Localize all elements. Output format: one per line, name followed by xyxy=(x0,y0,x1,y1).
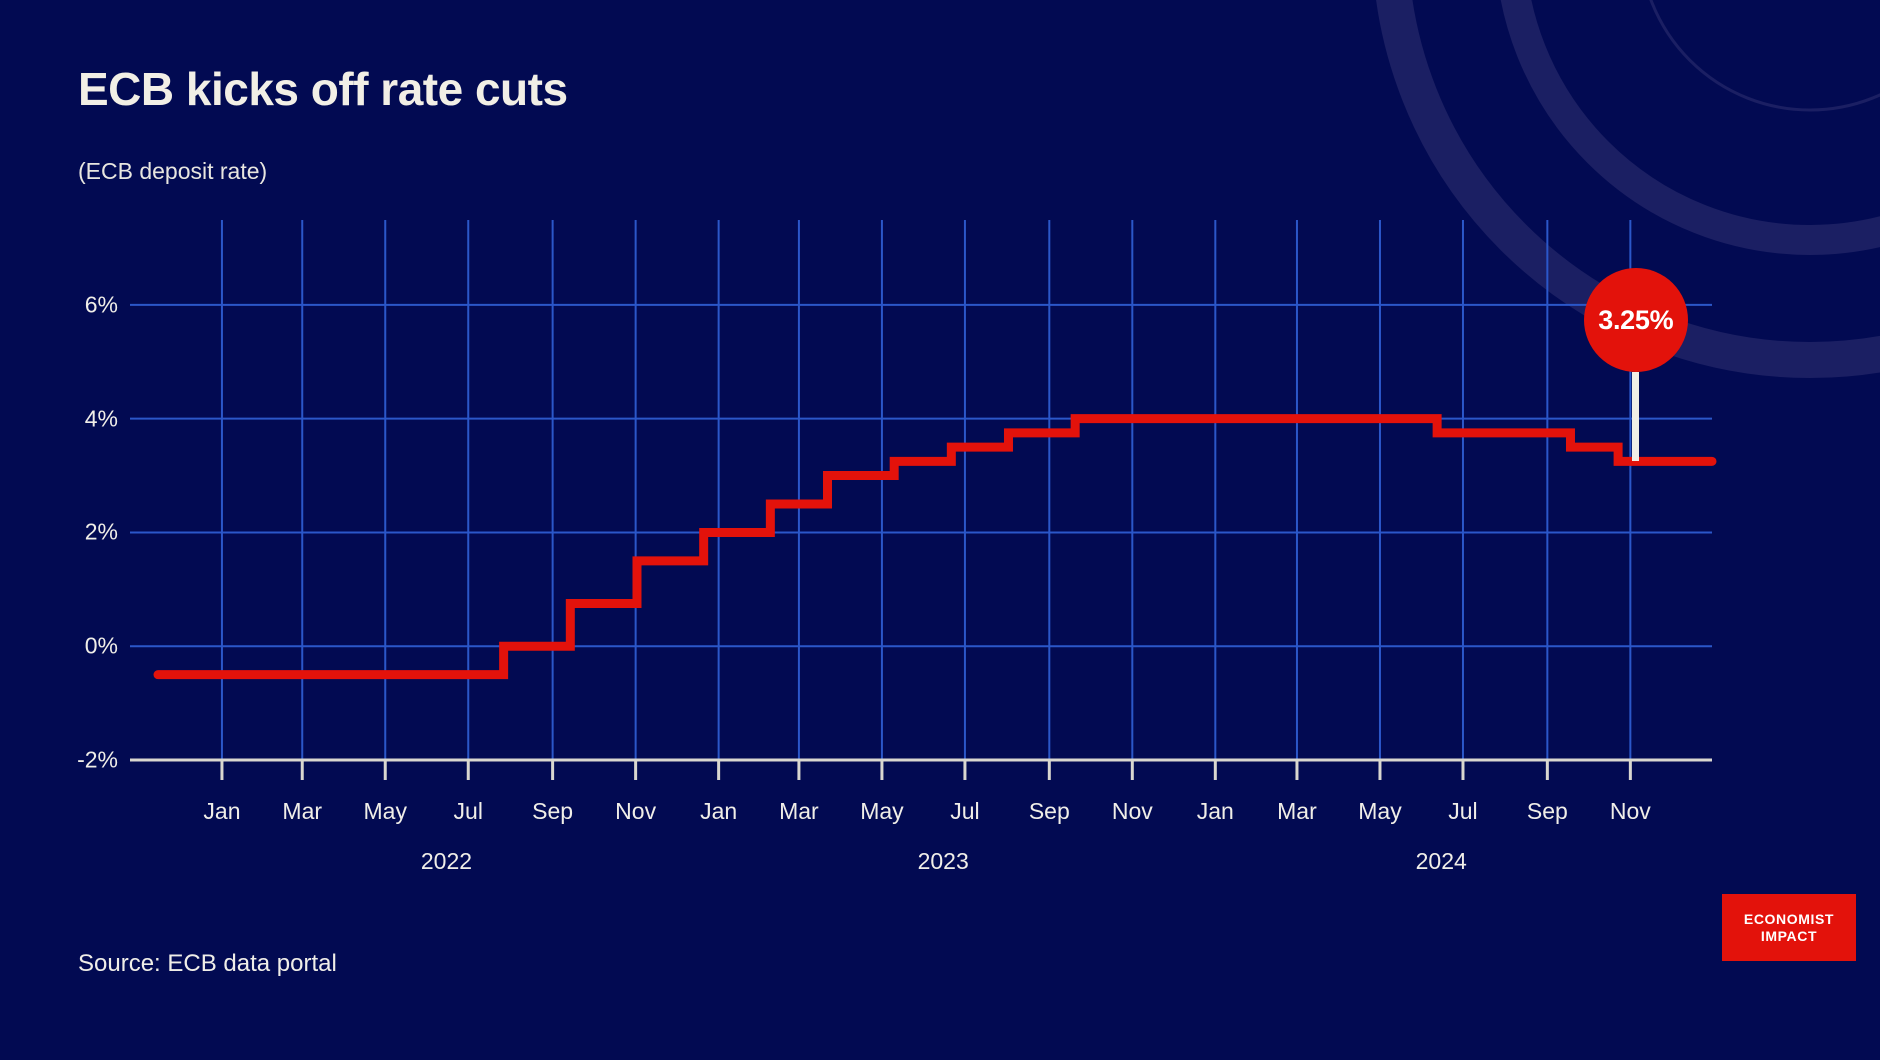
x-tick-label: Nov xyxy=(615,798,657,824)
y-tick-label: 0% xyxy=(84,632,118,659)
callout-badge: 3.25% xyxy=(1583,268,1688,372)
x-tick-label: Sep xyxy=(1526,798,1568,824)
y-tick-label: -2% xyxy=(77,746,118,773)
page-subtitle: (ECB deposit rate) xyxy=(78,158,268,184)
source-note: Source: ECB data portal xyxy=(78,950,337,977)
x-tick-label: Jul xyxy=(1448,798,1478,824)
x-tick-label: Jul xyxy=(453,798,483,824)
page-title: ECB kicks off rate cuts xyxy=(78,63,568,115)
x-tick-label: Mar xyxy=(282,798,323,824)
x-tick-label: May xyxy=(1358,798,1402,824)
economist-impact-logo: ECONOMIST IMPACT xyxy=(1722,894,1856,961)
x-tick-label: May xyxy=(363,798,407,824)
logo-line-2: IMPACT xyxy=(1760,928,1818,944)
y-tick-label: 4% xyxy=(84,405,118,432)
gridlines xyxy=(158,220,1712,760)
x-tick-label: Mar xyxy=(779,798,819,824)
x-tick-label: Mar xyxy=(1277,798,1317,824)
callout-value: 3.25% xyxy=(1598,304,1674,335)
x-tick-label: Sep xyxy=(1028,798,1070,824)
rate-line xyxy=(153,414,1717,680)
year-label: 2022 xyxy=(420,848,473,874)
logo-line-1: ECONOMIST xyxy=(1743,911,1835,927)
x-tick-label: Nov xyxy=(1111,798,1153,824)
callout-stem xyxy=(1632,372,1640,462)
x-tick-label: Sep xyxy=(532,798,574,824)
x-tick-label: May xyxy=(860,798,904,824)
tick-marks xyxy=(130,303,1632,780)
y-tick-label: 6% xyxy=(84,291,118,318)
x-tick-label: Nov xyxy=(1609,798,1651,824)
x-tick-label: Jan xyxy=(700,798,738,824)
year-label: 2023 xyxy=(917,848,969,874)
x-tick-label: Jan xyxy=(1196,798,1234,824)
year-label: 2024 xyxy=(1415,848,1467,874)
x-tick-label: Jul xyxy=(950,798,980,824)
y-tick-label: 2% xyxy=(84,518,118,545)
x-tick-label: Jan xyxy=(203,798,241,824)
